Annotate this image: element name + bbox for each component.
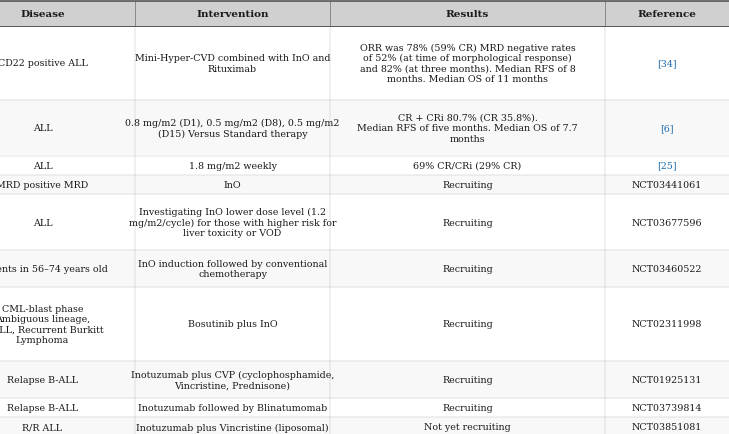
- Text: Recruiting: Recruiting: [442, 319, 493, 329]
- Text: NCT03441061: NCT03441061: [632, 181, 702, 190]
- Text: Inotuzumab plus CVP (cyclophosphamide,
Vincristine, Prednisone): Inotuzumab plus CVP (cyclophosphamide, V…: [130, 370, 334, 389]
- Text: Bosutinib plus InO: Bosutinib plus InO: [187, 319, 277, 329]
- Text: 1.8 mg/m2 weekly: 1.8 mg/m2 weekly: [189, 161, 276, 170]
- Text: 69% CR/CRi (29% CR): 69% CR/CRi (29% CR): [413, 161, 522, 170]
- Bar: [0, 418, 729, 434]
- Text: Not yet recruiting: Not yet recruiting: [424, 423, 511, 431]
- Bar: [0, 287, 729, 361]
- Bar: [0, 175, 729, 195]
- Text: CD22 positive ALL: CD22 positive ALL: [0, 59, 87, 68]
- Bar: [0, 398, 729, 418]
- Text: ALL: ALL: [33, 124, 52, 133]
- Text: [34]: [34]: [657, 59, 677, 68]
- Text: Relapse B-ALL: Relapse B-ALL: [7, 403, 78, 412]
- Text: NCT03739814: NCT03739814: [632, 403, 702, 412]
- Bar: [0, 2, 729, 27]
- Text: InO: InO: [224, 181, 241, 190]
- Text: ORR was 78% (59% CR) MRD negative rates
of 52% (at time of morphological respons: ORR was 78% (59% CR) MRD negative rates …: [359, 44, 575, 84]
- Text: InO induction followed by conventional
chemotherapy: InO induction followed by conventional c…: [138, 259, 327, 278]
- Text: NCT02311998: NCT02311998: [632, 319, 702, 329]
- Bar: [0, 27, 729, 101]
- Text: Intervention: Intervention: [196, 10, 269, 19]
- Text: Inotuzumab plus Vincristine (liposomal): Inotuzumab plus Vincristine (liposomal): [136, 422, 329, 431]
- Text: CR + CRi 80.7% (CR 35.8%).
Median RFS of five months. Median OS of 7.7
months: CR + CRi 80.7% (CR 35.8%). Median RFS of…: [357, 114, 578, 143]
- Text: Reference: Reference: [638, 10, 696, 19]
- Text: Inotuzumab followed by Blinatumomab: Inotuzumab followed by Blinatumomab: [138, 403, 327, 412]
- Text: Recruiting: Recruiting: [442, 264, 493, 273]
- Text: Patients in 56–74 years old: Patients in 56–74 years old: [0, 264, 107, 273]
- Text: R/R ALL: R/R ALL: [23, 423, 63, 431]
- Bar: [0, 101, 729, 156]
- Text: [25]: [25]: [657, 161, 677, 170]
- Text: Recruiting: Recruiting: [442, 375, 493, 384]
- Bar: [0, 195, 729, 250]
- Text: Recruiting: Recruiting: [442, 181, 493, 190]
- Text: NCT03460522: NCT03460522: [632, 264, 702, 273]
- Bar: [0, 361, 729, 398]
- Text: CML-blast phase
Ambiguous lineage,
B-ALL, Recurrent Burkitt
Lymphoma: CML-blast phase Ambiguous lineage, B-ALL…: [0, 304, 104, 344]
- Text: ALL: ALL: [33, 161, 52, 170]
- Text: [6]: [6]: [660, 124, 674, 133]
- Text: NCT01925131: NCT01925131: [632, 375, 702, 384]
- Text: Recruiting: Recruiting: [442, 218, 493, 227]
- Text: NCT03677596: NCT03677596: [632, 218, 702, 227]
- Text: MRD positive MRD: MRD positive MRD: [0, 181, 89, 190]
- Text: Investigating InO lower dose level (1.2
mg/m2/cycle) for those with higher risk : Investigating InO lower dose level (1.2 …: [129, 207, 336, 237]
- Bar: [0, 156, 729, 175]
- Text: Relapse B-ALL: Relapse B-ALL: [7, 375, 78, 384]
- Bar: [0, 250, 729, 287]
- Text: ALL: ALL: [33, 218, 52, 227]
- Text: 0.8 mg/m2 (D1), 0.5 mg/m2 (D8), 0.5 mg/m2
(D15) Versus Standard therapy: 0.8 mg/m2 (D1), 0.5 mg/m2 (D8), 0.5 mg/m…: [125, 118, 340, 138]
- Text: Disease: Disease: [20, 10, 65, 19]
- Text: Recruiting: Recruiting: [442, 403, 493, 412]
- Text: NCT03851081: NCT03851081: [632, 423, 702, 431]
- Text: Mini-Hyper-CVD combined with InO and
Rituximab: Mini-Hyper-CVD combined with InO and Rit…: [135, 54, 330, 73]
- Text: Results: Results: [446, 10, 489, 19]
